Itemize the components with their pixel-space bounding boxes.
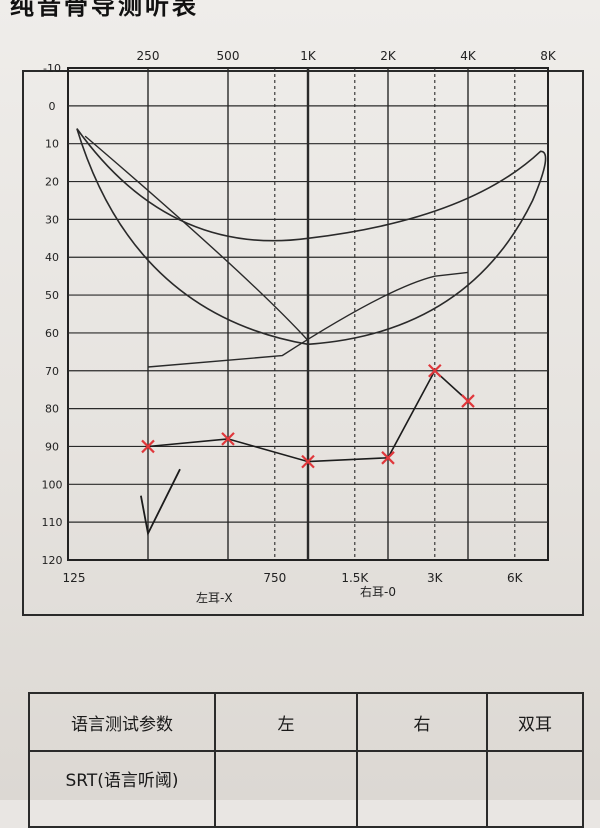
param-header-cell: 语言测试参数 bbox=[28, 692, 216, 752]
x-tick-label-bottom: 750 bbox=[263, 571, 286, 585]
y-tick-label: 70 bbox=[45, 365, 59, 378]
data-point-x-marker bbox=[301, 454, 315, 469]
audiogram-chart: 250 500 1K 2K 4K 8K 125 750 1.5K 3K 6K -10 0 10 20 30 40… bbox=[42, 49, 557, 605]
table-row: SRT(语言听阈) bbox=[28, 750, 584, 828]
both-ears-header-cell: 双耳 bbox=[486, 692, 584, 752]
right-ear-header-cell: 右 bbox=[356, 692, 488, 752]
data-point-x-marker bbox=[428, 363, 442, 378]
legend-right-ear: 右耳-0 bbox=[360, 584, 396, 599]
x-tick-label-bottom: 125 bbox=[63, 571, 86, 585]
axis-labels: 250 500 1K 2K 4K 8K 125 750 1.5K 3K 6K -10 0 10 20 30 40… bbox=[42, 49, 557, 605]
srt-both-cell bbox=[486, 750, 584, 828]
legend-left-ear: 左耳-X bbox=[196, 590, 233, 605]
table-header-row: 语言测试参数 左 右 双耳 bbox=[28, 692, 584, 752]
srt-label-cell: SRT(语言听阈) bbox=[28, 750, 216, 828]
y-tick-label: 0 bbox=[49, 100, 56, 113]
banana-lower-edge bbox=[147, 271, 469, 368]
y-tick-label: -10 bbox=[43, 62, 61, 75]
banana-inner-curve bbox=[84, 135, 309, 341]
y-tick-label: 120 bbox=[42, 554, 63, 567]
x-tick-label-bottom: 3K bbox=[427, 571, 444, 585]
y-tick-label: 50 bbox=[45, 289, 59, 302]
chart-outer-frame bbox=[22, 70, 584, 616]
x-tick-label-top: 8K bbox=[540, 49, 557, 63]
page-title: 纯音骨导测听表 bbox=[10, 0, 199, 20]
x-tick-label-bottom: 6K bbox=[507, 571, 524, 585]
data-point-x-marker bbox=[221, 432, 235, 446]
x-tick-label-top: 500 bbox=[217, 49, 240, 63]
y-tick-label: 30 bbox=[45, 213, 59, 226]
hearing-threshold-series bbox=[140, 363, 475, 537]
y-tick-label: 110 bbox=[42, 516, 63, 529]
x-marker-stroke bbox=[301, 454, 315, 469]
x-tick-label-bottom: 1.5K bbox=[341, 571, 369, 585]
x-marker-stroke bbox=[141, 439, 155, 454]
y-tick-label: 100 bbox=[42, 478, 63, 491]
x-marker-stroke bbox=[381, 451, 395, 465]
x-tick-label-top: 250 bbox=[137, 49, 160, 63]
speech-banana-region bbox=[76, 128, 547, 368]
x-marker-stroke bbox=[428, 363, 442, 378]
y-tick-label: 80 bbox=[45, 403, 59, 416]
speech-banana-outline bbox=[76, 128, 547, 346]
x-tick-label-top: 1K bbox=[300, 49, 317, 63]
speech-test-params-table: 语言测试参数 左 右 双耳 SRT(语言听阈) bbox=[28, 692, 584, 828]
srt-right-cell bbox=[356, 750, 488, 828]
y-tick-label: 10 bbox=[45, 138, 59, 151]
left-ear-header-cell: 左 bbox=[214, 692, 358, 752]
data-point-x-marker bbox=[381, 451, 395, 465]
x-tick-label-top: 4K bbox=[460, 49, 477, 63]
x-marker-stroke bbox=[461, 394, 475, 408]
y-tick-label: 40 bbox=[45, 251, 59, 264]
hand-checkmark bbox=[140, 468, 181, 537]
data-point-x-marker bbox=[141, 439, 155, 454]
chart-grid bbox=[67, 67, 549, 561]
srt-left-cell bbox=[214, 750, 358, 828]
y-tick-label: 60 bbox=[45, 327, 59, 340]
y-tick-label: 20 bbox=[45, 176, 59, 189]
x-tick-label-top: 2K bbox=[380, 49, 397, 63]
x-marker-stroke bbox=[221, 432, 235, 446]
y-tick-label: 90 bbox=[45, 440, 59, 453]
data-point-x-marker bbox=[461, 394, 475, 408]
